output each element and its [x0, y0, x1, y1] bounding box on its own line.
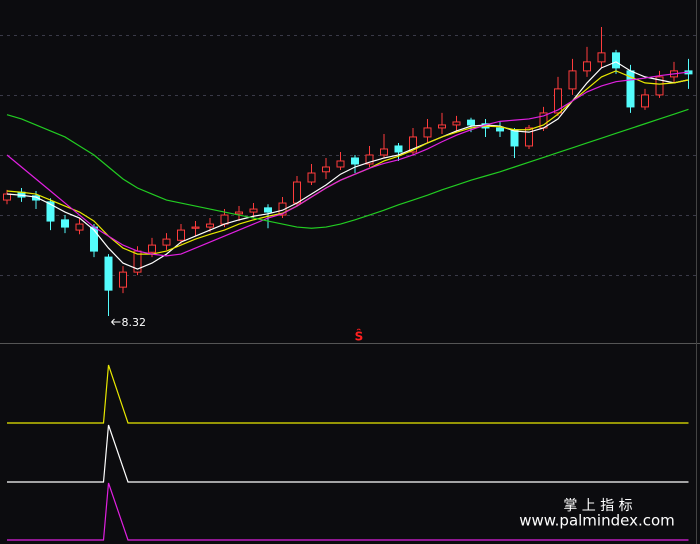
candle-body [307, 172, 316, 183]
candle-body [206, 223, 214, 228]
candle-body [597, 52, 606, 63]
candle-body [32, 195, 40, 201]
low-label: 8.32 [122, 316, 147, 329]
candle-body [554, 88, 562, 114]
candle-body [423, 127, 432, 138]
candle-body [409, 136, 417, 153]
candle-body [75, 223, 84, 231]
candle-body [162, 238, 171, 246]
candle-body [583, 61, 591, 72]
moving-average [6, 61, 689, 270]
candle-body [235, 211, 243, 215]
signal-marker: Ŝ [355, 329, 364, 344]
candle-body [249, 208, 258, 213]
candle-body [380, 148, 388, 156]
candle-body [3, 193, 11, 201]
candle-body [104, 256, 113, 291]
candle-body [394, 145, 403, 153]
candle-body [264, 207, 272, 213]
candle-body [655, 76, 664, 96]
candle-body [568, 70, 577, 90]
watermark-title: 掌 上 指 标 [563, 498, 632, 514]
candle-body [510, 129, 519, 147]
candle-body [641, 94, 649, 108]
candle-body [191, 226, 200, 229]
candle-body [612, 52, 620, 69]
signal-line [7, 424, 689, 483]
candle-body [351, 157, 359, 165]
watermark-url: www.palmindex.com [519, 512, 675, 530]
candle-body [336, 160, 345, 168]
candle-body [119, 271, 127, 288]
candle-body [61, 219, 69, 228]
candle-body [220, 214, 229, 225]
moving-average [6, 71, 689, 257]
candle-body [467, 119, 475, 126]
candle-body [322, 166, 330, 173]
candle-body [365, 154, 374, 165]
candle-body [148, 244, 156, 253]
signal-line [7, 482, 689, 541]
moving-average [6, 108, 689, 229]
candle-body [496, 127, 504, 132]
candle-body [438, 124, 446, 129]
candle-body [452, 121, 461, 126]
candle-body [177, 229, 185, 241]
candle-body [525, 127, 533, 147]
candle-body [46, 201, 55, 222]
candle-body [293, 181, 301, 204]
signal-line [7, 364, 689, 424]
low-arrow [111, 318, 121, 326]
